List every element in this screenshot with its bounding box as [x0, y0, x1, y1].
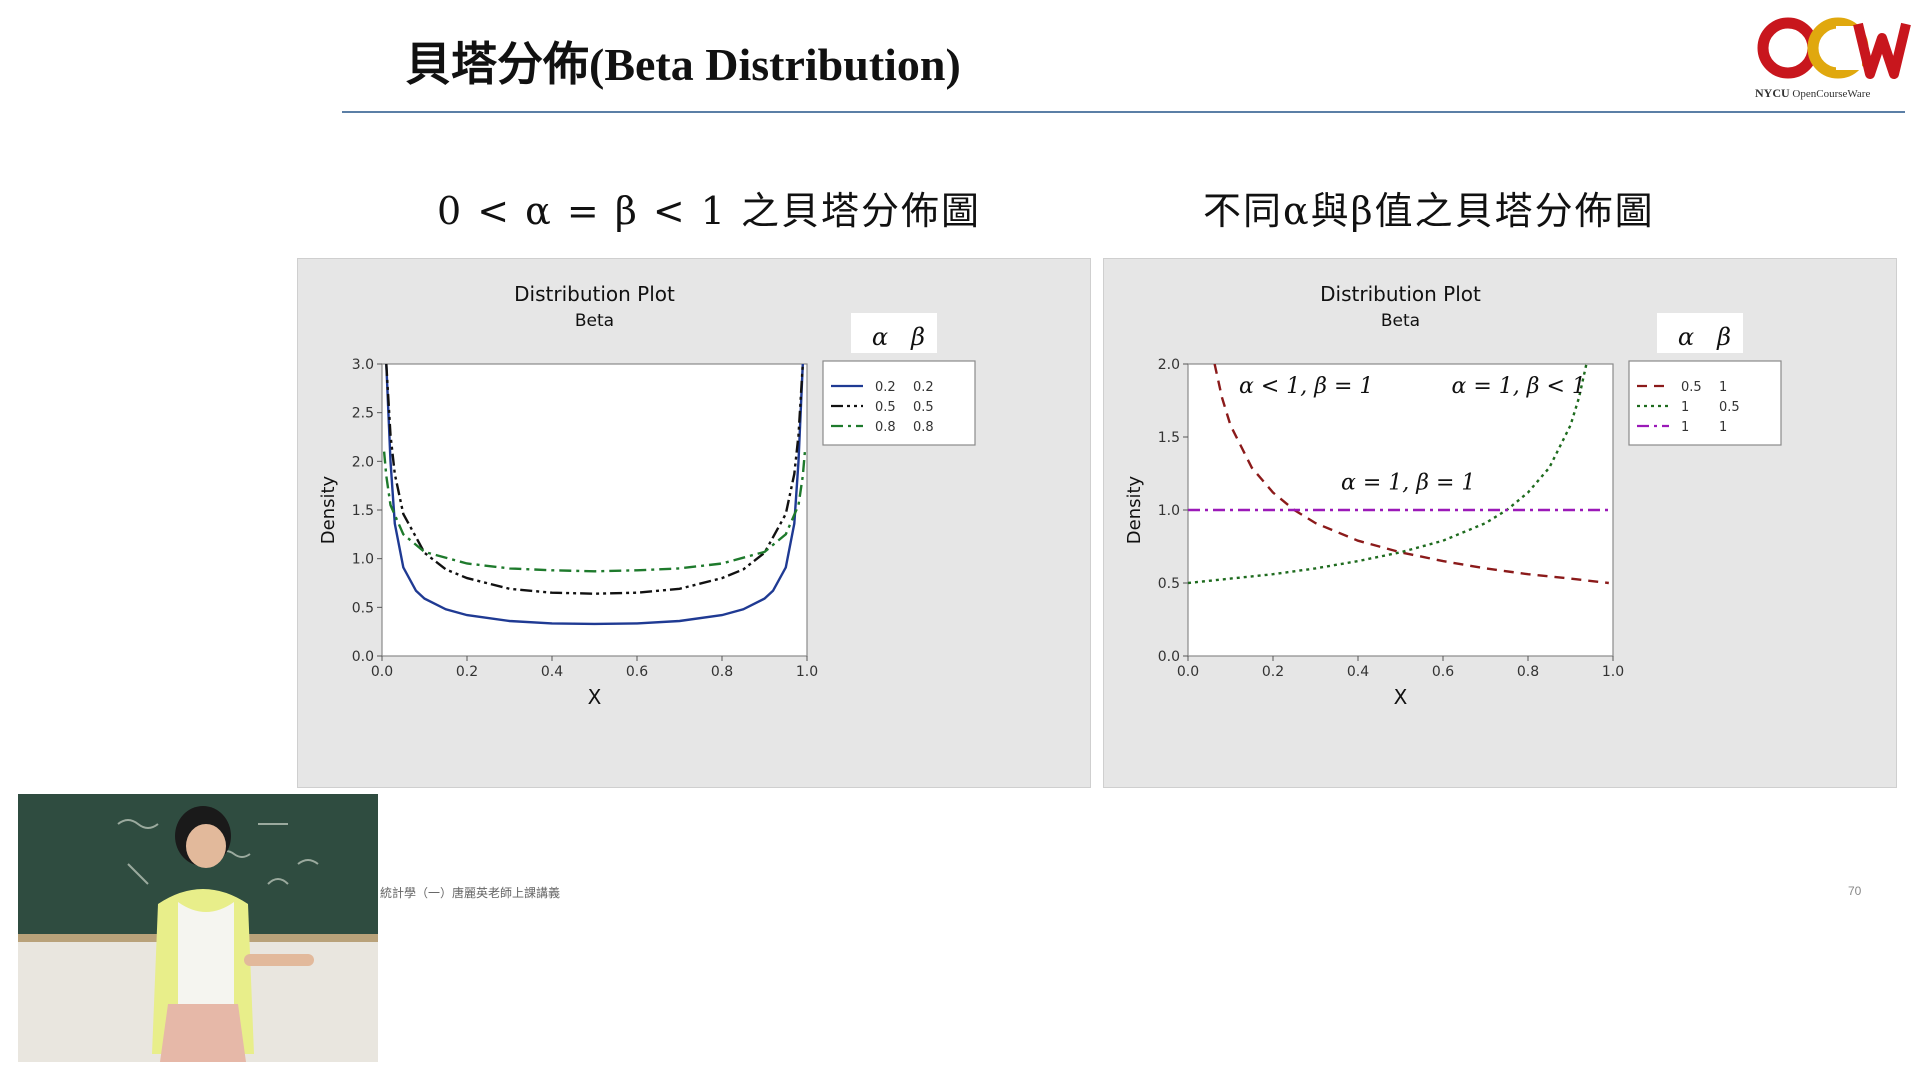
subtitle-left: 0 < α = β < 1 之貝塔分佈圖: [437, 189, 982, 233]
series-line-0: [385, 364, 804, 626]
chart-right-svg: Distribution Plot Beta 0.0 0.5 1.0 1.5 2.0 0.0 0…: [1124, 282, 1782, 709]
footer-text: 統計學（一）唐麗英老師上課講義: [380, 886, 561, 900]
page-number: 70: [1848, 884, 1862, 898]
y-tick-label: 0.0: [1158, 649, 1180, 665]
chart-title: Distribution Plot: [514, 282, 675, 306]
y-tick-label: 3.0: [352, 357, 374, 373]
x-tick-label: 0.2: [456, 664, 478, 680]
y-tick-label: 1.0: [1158, 503, 1180, 519]
legend-header-box: [1657, 313, 1743, 353]
legend-alpha-value: 1: [1681, 420, 1689, 435]
annotation-1: α = 1, β < 1: [1452, 374, 1586, 399]
legend-alpha-value: 0.5: [1681, 380, 1702, 395]
y-axis-label: Density: [1124, 475, 1145, 544]
legend-beta-value: 0.2: [913, 380, 934, 395]
x-tick-label: 0.8: [711, 664, 733, 680]
legend-beta-header: β: [910, 323, 925, 351]
series-line-2: [382, 451, 807, 573]
series-line-1: [1188, 364, 1588, 585]
lecturer-video-frame: [18, 794, 378, 1062]
x-axis-label: X: [588, 685, 602, 709]
subtitle-right: 不同α與β值之貝塔分佈圖: [1203, 189, 1655, 233]
x-axis-label: X: [1394, 685, 1408, 709]
y-tick-label: 1.5: [1158, 430, 1180, 446]
legend-box: [822, 360, 976, 446]
x-tick-label: 0.4: [541, 664, 563, 680]
chart-subtitle: Beta: [575, 311, 614, 331]
y-tick-label: 1.0: [352, 552, 374, 568]
legend-beta-value: 0.8: [913, 420, 934, 435]
y-tick-label: 0.0: [352, 649, 374, 665]
y-tick-label: 2.0: [1158, 357, 1180, 373]
x-tick-label: 0.6: [626, 664, 648, 680]
x-tick-label: 0.0: [371, 664, 393, 680]
y-axis-label: Density: [318, 475, 339, 544]
y-tick-label: 1.5: [352, 503, 374, 519]
x-tick-label: 1.0: [796, 664, 818, 680]
legend-beta-value: 1: [1719, 380, 1727, 395]
chart-subtitle: Beta: [1381, 311, 1420, 331]
legend-alpha-header: α: [1678, 323, 1694, 351]
y-tick-label: 2.0: [352, 454, 374, 470]
x-tick-label: 0.0: [1177, 664, 1199, 680]
legend-beta-value: 0.5: [913, 400, 934, 415]
series-line-1: [385, 364, 804, 595]
x-tick-label: 0.8: [1517, 664, 1539, 680]
title-divider: [342, 111, 1905, 113]
series-line-0: [1213, 364, 1609, 585]
y-tick-label: 0.5: [352, 600, 374, 616]
logo-caption-bold: NYCU: [1755, 86, 1790, 100]
chart-panel-right: Distribution Plot Beta 0.0 0.5 1.0 1.5 2.0 0.0 0…: [1103, 258, 1897, 788]
y-tick-label: 2.5: [352, 406, 374, 422]
plot-area: [381, 363, 808, 657]
y-tick-label: 0.5: [1158, 576, 1180, 592]
lecturer-video: [18, 794, 378, 1062]
legend-alpha-value: 0.8: [875, 420, 896, 435]
annotation-0: α < 1, β = 1: [1239, 374, 1373, 399]
slide-title: 貝塔分佈(Beta Distribution): [405, 39, 961, 90]
x-tick-label: 0.6: [1432, 664, 1454, 680]
ocw-logo: [1757, 17, 1911, 79]
legend-header-box: [851, 313, 937, 353]
chart-panel-left: Distribution Plot Beta 0.0 0.5 1.0 1.5 2.0 2.5 3…: [297, 258, 1091, 788]
legend-beta-value: 1: [1719, 420, 1727, 435]
chart-title: Distribution Plot: [1320, 282, 1481, 306]
legend-alpha-header: α: [872, 323, 888, 351]
legend-beta-header: β: [1716, 323, 1731, 351]
legend-alpha-value: 0.2: [875, 380, 896, 395]
logo-caption: NYCU OpenCourseWare: [1755, 86, 1870, 101]
x-tick-label: 0.2: [1262, 664, 1284, 680]
annotation-2: α = 1, β = 1: [1341, 471, 1475, 496]
legend-box: [1628, 360, 1782, 446]
legend-beta-value: 0.5: [1719, 400, 1740, 415]
x-tick-label: 0.4: [1347, 664, 1369, 680]
x-tick-label: 1.0: [1602, 664, 1624, 680]
logo-caption-text: OpenCourseWare: [1792, 88, 1871, 100]
legend-alpha-value: 0.5: [875, 400, 896, 415]
legend-alpha-value: 1: [1681, 400, 1689, 415]
chart-left-svg: Distribution Plot Beta 0.0 0.5 1.0 1.5 2.0 2.5 3…: [318, 282, 976, 709]
